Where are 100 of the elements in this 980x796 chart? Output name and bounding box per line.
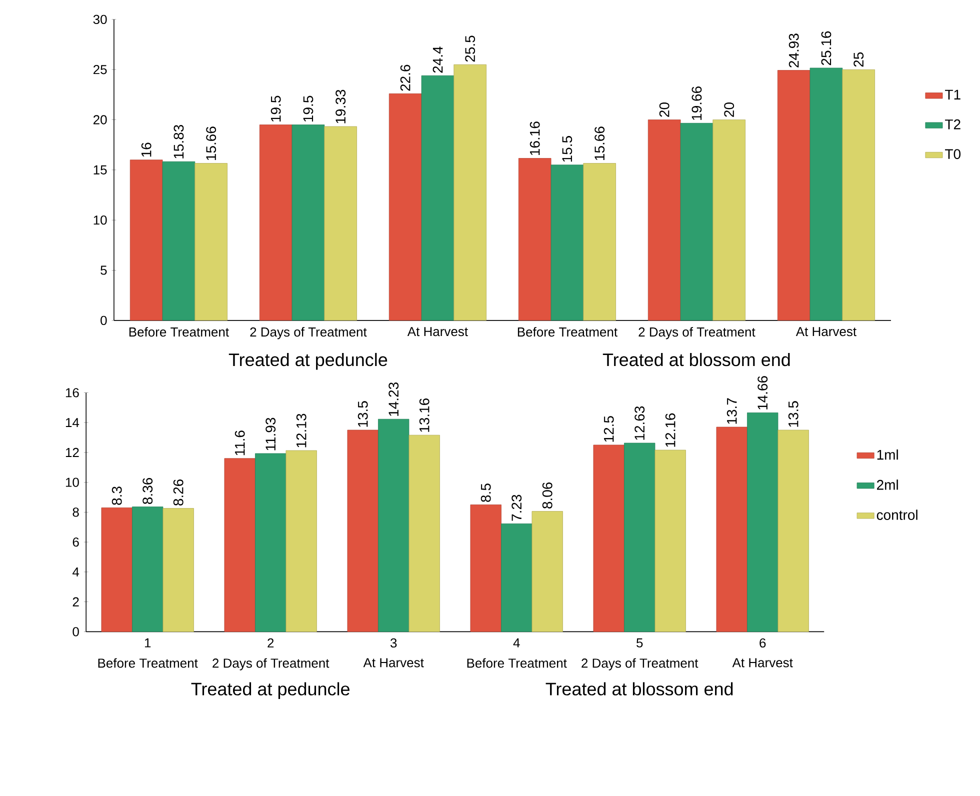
bar [101,508,132,632]
data-label: 8.36 [142,478,153,504]
bar [224,458,256,632]
data-label: 20 [724,102,734,117]
data-label: 8.26 [173,479,184,506]
data-label: 15.83 [174,124,184,158]
text: At Harvest [363,658,424,668]
data-label: 15.66 [594,126,605,160]
bar [259,124,292,321]
data-label: 11.6 [234,430,245,456]
data-label: 13.5 [788,401,798,427]
bar [194,163,228,321]
y-tick-label: 2 [72,597,79,606]
y-tick-label: 14 [66,418,80,428]
y-tick-label: 16 [66,388,79,398]
data-label: 12.63 [634,406,645,440]
y-tick-label: 8 [72,508,79,517]
y-tick-label: 30 [93,14,107,24]
data-label: 24.93 [788,34,799,68]
bar [593,444,624,632]
x-tick-label: At Harvest [407,327,468,336]
bar [712,120,746,321]
text: Treated at peduncle [191,682,350,699]
bar [162,161,196,321]
data-label: 8.3 [112,486,122,505]
bar [716,426,748,632]
bar [162,508,194,632]
bar [388,93,422,321]
bar [654,450,686,632]
data-label: 14.23 [388,382,399,416]
data-label: 14.66 [758,376,768,410]
y-tick-label: 10 [94,215,107,225]
x-tick-label: Before Treatment [518,327,618,337]
bar [378,418,410,632]
data-label: 12.13 [296,414,306,448]
x-tick-label: At Harvest [796,327,856,336]
data-label: 11.93 [266,418,276,450]
data-label: 7.23 [512,494,522,521]
bar [470,504,502,632]
x-tick-label: 6 [760,638,766,648]
bar [454,64,486,321]
y-tick-label: 6 [72,537,79,547]
bar [842,69,875,321]
bar [777,70,810,321]
data-label: 25.16 [821,31,832,66]
data-label: 19.66 [692,86,702,120]
bar [408,434,440,632]
y-tick-label: 4 [72,567,80,576]
bar [421,75,454,321]
text: Treated at blossom end [546,682,733,696]
legend-label: T2 [945,119,960,130]
text: Treated at peduncle [228,352,388,370]
data-label: 20 [659,102,670,117]
bar [518,158,552,321]
bar [324,126,357,321]
y-tick-label: 25 [93,64,107,74]
data-label: 13.5 [358,401,368,427]
data-label: 19.5 [270,96,281,122]
data-label: 12.5 [604,416,614,442]
x-tick-label: 5 [636,638,643,648]
data-label: 8.5 [480,484,491,502]
y-tick-label: 5 [100,266,107,275]
x-tick-label: 2 Days of Treatment [638,327,756,340]
bar [347,430,378,632]
data-label: 15.5 [562,136,572,162]
bar [583,163,616,321]
text: Before Treatment [467,658,567,668]
data-label: 12.16 [665,413,676,447]
data-label: 15.66 [206,126,216,160]
data-label: 24.4 [432,46,443,73]
bar [255,453,286,632]
data-label: 19.33 [336,90,346,124]
x-tick-label: 2 Days of Treatment [250,327,367,340]
text: At Harvest [732,658,793,668]
x-tick-label: Before Treatment [129,327,229,337]
text: Treated at blossom end [602,352,790,366]
bar [680,122,714,321]
bar [501,523,532,632]
y-tick-label: 12 [66,448,79,457]
x-tick-label: 2 [268,638,274,648]
x-tick-label: 1 [144,638,151,648]
text: 2 Days of Treatment [582,658,698,670]
bar [624,442,656,632]
bar [778,430,809,632]
y-tick-label: 10 [66,478,79,487]
data-label: 16 [141,142,152,157]
bar [747,412,778,632]
y-tick-label: 20 [93,115,107,124]
y-tick-label: 15 [94,165,107,174]
x-tick-label: 4 [513,638,520,648]
x-tick-label: 3 [390,638,397,648]
data-label: 22.6 [400,64,410,91]
data-label: 8.06 [542,482,552,508]
text: Before Treatment [98,658,198,668]
bar [550,164,584,321]
legend-label: T0 [945,149,961,160]
bar [532,511,563,632]
data-label: 25.5 [465,36,476,62]
data-label: 16.16 [530,122,540,156]
text: 2 Days of Treatment [212,658,330,670]
